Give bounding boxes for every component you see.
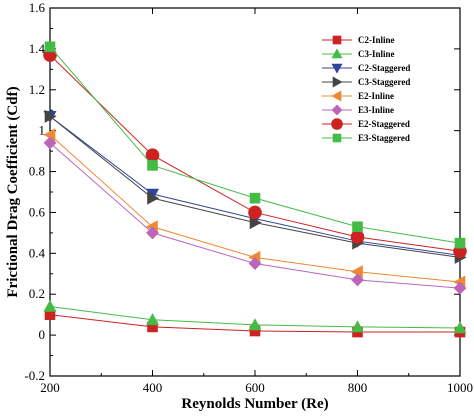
data-point-marker (147, 191, 160, 205)
y-tick-label: 1 (39, 123, 46, 138)
legend-item: C3-Staggered (322, 76, 410, 88)
y-tick-label: 1.4 (29, 41, 46, 56)
x-tick-label: 600 (245, 380, 265, 395)
legend-item: C2-Inline (322, 35, 395, 45)
legend-item: E2-Staggered (322, 118, 410, 130)
data-point-marker (332, 133, 342, 143)
y-tick-label: 0 (39, 327, 46, 342)
y-tick-label: 1.6 (29, 0, 46, 15)
data-point-marker (331, 63, 343, 74)
data-point-marker (332, 76, 343, 88)
data-point-marker (351, 273, 364, 287)
y-tick-label: 1.2 (29, 82, 45, 97)
legend: C2-Inline C3-Inline C2-Staggered C3-Stagger… (322, 35, 410, 143)
series-e3-inline (43, 136, 467, 295)
y-tick-label: 0.8 (29, 164, 45, 179)
series-c3-inline (43, 299, 467, 334)
data-point-marker (331, 48, 343, 59)
legend-label: E3-Staggered (358, 133, 410, 143)
axis-ticks (49, 7, 461, 377)
legend-item: E2-Inline (322, 90, 394, 102)
data-point-marker (145, 313, 160, 326)
data-point-marker (453, 281, 467, 295)
data-point-marker (43, 136, 57, 150)
x-axis-title: Reynolds Number (Re) (181, 396, 328, 412)
legend-label: C2-Inline (358, 35, 395, 45)
data-point-marker (44, 109, 57, 123)
y-tick-label: 0.4 (29, 245, 46, 260)
data-point-marker (331, 90, 342, 102)
legend-item: C2-Staggered (322, 63, 410, 74)
data-point-marker (352, 221, 363, 233)
y-axis-title: Frictional Drag Coefficient (Cdf) (5, 86, 21, 297)
legend-label: C2-Staggered (358, 63, 410, 73)
plot-area (49, 7, 461, 377)
y-tick-label: 0.2 (29, 286, 45, 301)
series-layer (43, 41, 467, 338)
y-tick-label: 0.6 (29, 204, 46, 219)
legend-item: C3-Inline (322, 48, 395, 59)
data-point-marker (43, 299, 57, 312)
x-tick-label: 200 (40, 380, 60, 395)
x-tick-label: 1000 (447, 380, 473, 395)
y-tick-labels: -0.2 0 0.2 0.4 0.6 0.8 1 1.2 1.4 1.6 (24, 0, 45, 383)
data-point-marker (453, 321, 467, 334)
legend-label: C3-Staggered (358, 77, 410, 87)
data-point-marker (249, 216, 262, 230)
data-point-marker (147, 160, 158, 171)
data-point-marker (44, 41, 56, 53)
legend-item: E3-Inline (322, 104, 394, 116)
data-point-marker (331, 118, 343, 130)
data-point-marker (350, 320, 365, 333)
series-e3-staggered (44, 41, 466, 249)
data-point-marker (332, 35, 342, 45)
data-point-marker (249, 192, 261, 204)
data-point-marker (350, 230, 365, 244)
x-tick-label: 400 (143, 380, 163, 395)
legend-label: C3-Inline (358, 49, 395, 59)
legend-label: E2-Inline (358, 91, 394, 101)
legend-label: E3-Inline (358, 105, 394, 115)
data-point-marker (248, 205, 262, 220)
data-point-marker (146, 226, 159, 240)
y-tick-label: -0.2 (24, 368, 45, 383)
data-point-marker (248, 257, 262, 270)
x-tick-labels: 200 400 600 800 1000 (40, 380, 473, 395)
x-tick-label: 800 (348, 380, 368, 395)
data-point-marker (248, 318, 262, 331)
legend-label: E2-Staggered (358, 119, 410, 129)
data-point-marker (331, 104, 343, 116)
legend-item: E3-Staggered (322, 133, 410, 143)
data-point-marker (454, 237, 466, 249)
